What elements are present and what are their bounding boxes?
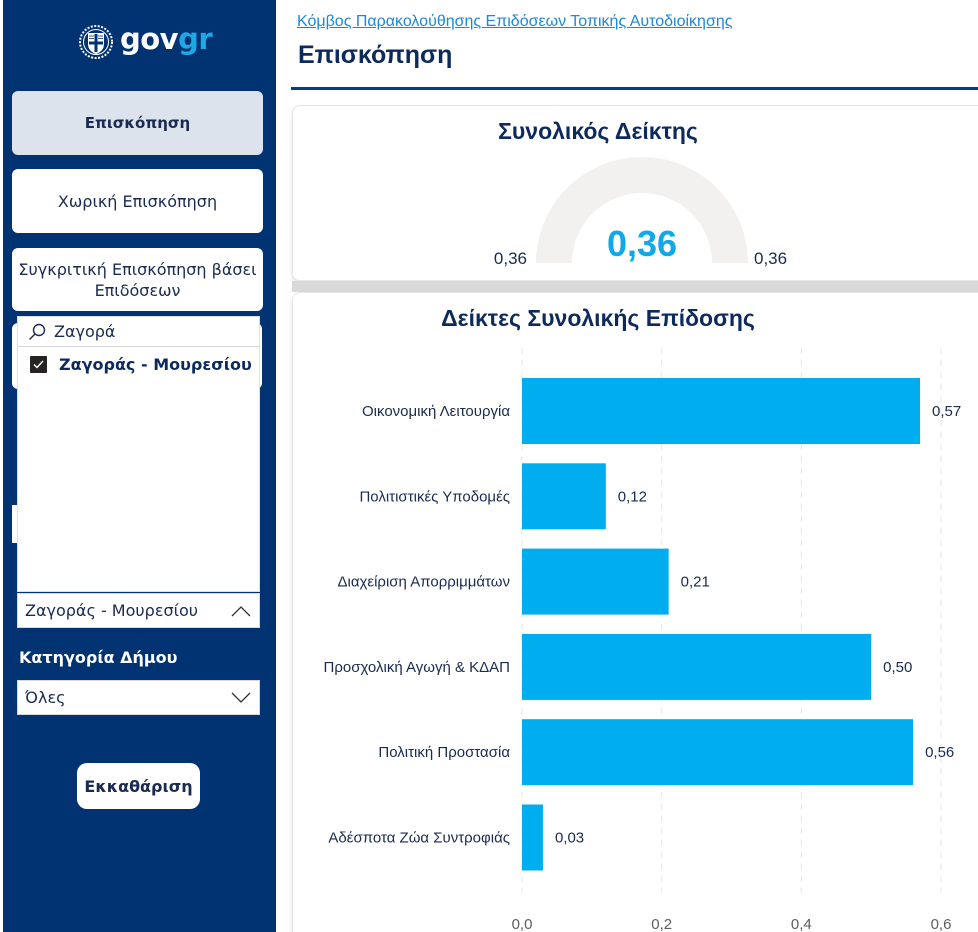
gauge-chart: 0,36 0,36 0,36 — [494, 157, 787, 268]
nav-spatial-overview-label: Χωρική Επισκόπηση — [57, 191, 218, 211]
category-select-value: Όλες — [25, 688, 66, 707]
x-tick-label: 0,6 — [931, 916, 952, 932]
x-tick-label: 0,4 — [791, 916, 812, 932]
bar[interactable] — [522, 548, 669, 615]
category-label: Πολιτιστικές Υποδομές — [359, 488, 510, 505]
gauge-title: Συνολικός Δείκτης — [498, 118, 698, 144]
bar[interactable] — [522, 633, 872, 700]
search-icon — [28, 323, 46, 341]
govgr-logo: govgr — [78, 21, 213, 62]
municipality-search-input[interactable] — [54, 322, 244, 341]
gauge-min-label: 0,36 — [494, 249, 527, 268]
nav-comparative-overview-label: Συγκριτική Επισκόπηση βάσει Επιδόσεων — [18, 259, 257, 300]
value-label: 0,12 — [618, 488, 647, 505]
category-label: Διαχείριση Απορριμμάτων — [338, 574, 511, 591]
chart-labels: 0,0 0,2 0,4 0,6 Οικονομική Λειτουργία 0,57 Πολ… — [324, 403, 962, 932]
nav-overview-button[interactable]: Επισκόπηση — [12, 91, 263, 155]
x-tick-label: 0,0 — [512, 916, 533, 932]
nav-comparative-overview-button[interactable]: Συγκριτική Επισκόπηση βάσει Επιδόσεων — [12, 248, 263, 311]
nav-overview-label: Επισκόπηση — [84, 113, 191, 132]
value-label: 0,56 — [925, 744, 954, 761]
gauge-value: 0,36 — [607, 223, 677, 264]
x-tick-label: 0,2 — [651, 916, 672, 932]
nav-spatial-overview-button[interactable]: Χωρική Επισκόπηση — [12, 169, 263, 233]
municipality-select[interactable]: Ζαγοράς - Μουρεσίου — [17, 593, 260, 628]
category-filter-label: Κατηγορία Δήμου — [19, 648, 178, 667]
logo-text-gr: gr — [178, 21, 213, 56]
performance-indices-card: Δείκτες Συνολικής Επίδοσης 0,0 0,2 0,4 0,6 Ο… — [292, 292, 978, 932]
chevron-down-icon — [231, 692, 251, 703]
value-label: 0,21 — [681, 574, 710, 591]
breadcrumb-link[interactable]: Κόμβος Παρακολούθησης Επιδόσεων Τοπικής … — [297, 13, 733, 30]
municipality-dropdown-panel: Ζαγοράς - Μουρεσίου — [17, 316, 260, 592]
bar-chart: 0,0 0,2 0,4 0,6 Οικονομική Λειτουργία 0,57 Πολ… — [324, 348, 962, 932]
value-label: 0,03 — [555, 830, 584, 847]
clear-filters-button[interactable]: Εκκαθάριση — [77, 763, 200, 809]
bar[interactable] — [522, 719, 914, 786]
gauge-track — [536, 157, 748, 263]
value-label: 0,57 — [932, 403, 961, 420]
municipality-option[interactable]: Ζαγοράς - Μουρεσίου — [18, 347, 259, 381]
bar[interactable] — [522, 463, 606, 530]
chart-title: Δείκτες Συνολικής Επίδοσης — [441, 305, 755, 331]
value-label: 0,50 — [883, 659, 912, 676]
greek-emblem-icon — [79, 25, 113, 59]
overall-index-card: Συνολικός Δείκτης 0,36 0,36 0,36 — [292, 105, 978, 281]
page-title: Επισκόπηση — [298, 41, 453, 69]
clear-filters-label: Εκκαθάριση — [84, 776, 193, 796]
category-label: Προσχολική Αγωγή & ΚΔΑΠ — [324, 659, 511, 676]
category-label: Αδέσποτα Ζώα Συντροφιάς — [328, 830, 510, 847]
category-label: Οικονομική Λειτουργία — [362, 403, 510, 420]
logo-text-gov: gov — [120, 21, 179, 56]
category-select[interactable]: Όλες — [17, 680, 260, 715]
slicer-card-edge — [12, 505, 20, 543]
checkmark-icon — [33, 360, 44, 369]
card-separator — [292, 281, 978, 292]
category-label: Πολιτική Προστασία — [378, 744, 510, 761]
chevron-up-icon — [231, 605, 251, 616]
bars — [522, 378, 921, 871]
bar[interactable] — [522, 378, 921, 444]
municipality-option-label: Ζαγοράς - Μουρεσίου — [59, 354, 252, 374]
municipality-select-value: Ζαγοράς - Μουρεσίου — [25, 601, 199, 620]
govgr-wordmark: govgr — [120, 21, 213, 56]
municipality-search-row — [18, 317, 259, 347]
checkbox-checked[interactable] — [30, 355, 47, 373]
bar[interactable] — [522, 804, 543, 871]
title-divider — [291, 87, 978, 90]
gauge-max-label: 0,36 — [754, 249, 787, 268]
